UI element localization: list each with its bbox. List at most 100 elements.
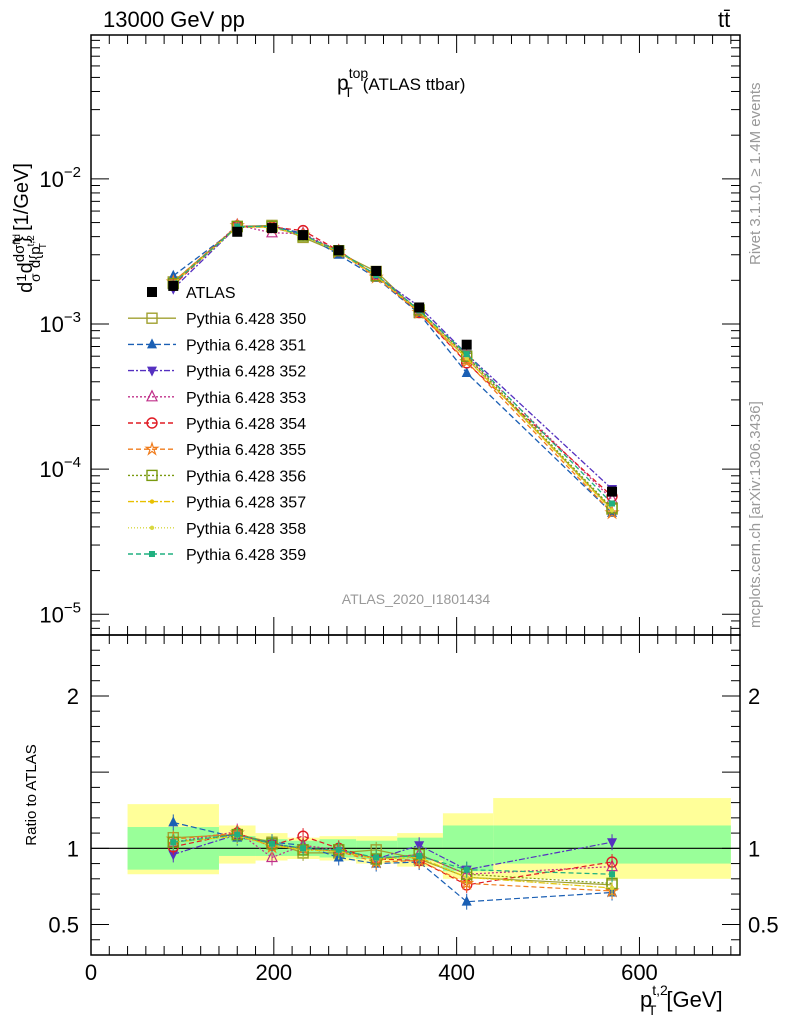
legend-entry: Pythia 6.428 356 bbox=[128, 468, 306, 485]
data-point bbox=[168, 850, 179, 861]
x-tick-label: 0 bbox=[85, 960, 97, 985]
data-point bbox=[463, 866, 470, 873]
legend-label: Pythia 6.428 352 bbox=[186, 364, 306, 381]
legend-marker bbox=[146, 389, 158, 402]
legend-entry: Pythia 6.428 351 bbox=[128, 337, 306, 354]
rivet-version-label: Rivet 3.1.10, ≥ 1.4M events bbox=[747, 83, 764, 266]
y-tick-label: 2 bbox=[67, 684, 79, 709]
y-tick-label: 0.5 bbox=[48, 913, 79, 938]
tick-base: 10 bbox=[39, 312, 63, 337]
legend-label: Pythia 6.428 356 bbox=[186, 468, 306, 485]
y-axis-label: d1σddσfidd{pt,2T} [1/GeV] bbox=[11, 163, 49, 293]
data-point bbox=[414, 302, 425, 313]
data-point bbox=[414, 841, 425, 852]
ratio-series-359 bbox=[170, 826, 616, 883]
legend-entry: Pythia 6.428 359 bbox=[128, 547, 306, 564]
data-point bbox=[298, 230, 309, 241]
main-frame bbox=[90, 34, 741, 636]
main-panel: 10−510−410−310−2 ptop T (ATLAS ttbar) ATLA… bbox=[39, 34, 741, 636]
data-point bbox=[371, 265, 382, 276]
legend-marker bbox=[146, 469, 158, 482]
legend-label: Pythia 6.428 350 bbox=[186, 311, 306, 328]
data-point bbox=[461, 366, 472, 377]
data-point bbox=[373, 854, 380, 861]
legend-entry: Pythia 6.428 350 bbox=[128, 311, 306, 328]
tick-base: 10 bbox=[39, 602, 63, 627]
legend-marker bbox=[149, 525, 155, 530]
ratio-panel: 0.5 0.5 1 1 2 2 0 200 400 600 bbox=[48, 634, 779, 985]
legend-entry: Pythia 6.428 358 bbox=[128, 521, 306, 538]
legend-entry: Pythia 6.428 354 bbox=[128, 416, 306, 433]
legend: ATLAS Pythia 6.428 350 Pythia 6.428 351 Pyt… bbox=[128, 285, 306, 564]
legend-marker bbox=[149, 551, 155, 557]
data-point bbox=[609, 871, 616, 878]
legend-label: Pythia 6.428 357 bbox=[186, 495, 306, 512]
legend-entry: Pythia 6.428 352 bbox=[128, 364, 306, 381]
tick-exponent: −5 bbox=[64, 599, 81, 616]
legend-label: Pythia 6.428 355 bbox=[186, 442, 306, 459]
tick-base: 10 bbox=[39, 167, 63, 192]
x-axis-label: pt,2 T [GeV] bbox=[640, 982, 723, 1018]
x-tick-label: 400 bbox=[438, 960, 475, 985]
data-point bbox=[266, 223, 277, 234]
series-line bbox=[172, 225, 613, 504]
y-tick-label-right: 2 bbox=[748, 684, 760, 709]
data-point bbox=[464, 356, 469, 361]
legend-marker bbox=[147, 338, 157, 349]
y-tick-label: 10−3 bbox=[39, 309, 81, 337]
data-point bbox=[333, 245, 344, 256]
data-point bbox=[461, 895, 472, 906]
series-line bbox=[173, 835, 613, 889]
tick-exponent: −3 bbox=[64, 309, 81, 326]
data-point bbox=[461, 339, 472, 350]
legend-label: Pythia 6.428 359 bbox=[186, 547, 306, 564]
y-tick-label: 10−4 bbox=[39, 454, 81, 482]
data-point bbox=[609, 500, 616, 507]
legend-label: Pythia 6.428 358 bbox=[186, 521, 306, 538]
data-point bbox=[234, 223, 241, 230]
data-point bbox=[459, 353, 475, 369]
legend-marker bbox=[146, 417, 158, 429]
data-point bbox=[268, 840, 275, 847]
mc-series-354 bbox=[167, 220, 618, 503]
data-point bbox=[416, 852, 423, 859]
x-tick-label: 200 bbox=[255, 960, 292, 985]
data-point bbox=[170, 839, 177, 846]
ratio-axis-label: Ratio to ATLAS bbox=[23, 744, 40, 845]
tick-base: 10 bbox=[39, 457, 63, 482]
data-point bbox=[234, 831, 241, 838]
series-line bbox=[173, 833, 613, 875]
data-point bbox=[300, 845, 307, 852]
tick-exponent: −2 bbox=[64, 164, 81, 181]
energy-label: 13000 GeV pp bbox=[103, 7, 245, 32]
y-tick-label: 1 bbox=[67, 836, 79, 861]
legend-marker bbox=[146, 312, 158, 324]
uncertainty-band-inner bbox=[218, 836, 256, 856]
x-tick-label: 600 bbox=[621, 960, 658, 985]
legend-marker bbox=[149, 499, 155, 504]
data-point bbox=[335, 846, 342, 853]
legend-marker bbox=[147, 366, 157, 377]
mc-series-353 bbox=[167, 217, 618, 504]
legend-label: Pythia 6.428 353 bbox=[186, 390, 306, 407]
y-tick-label: 10−5 bbox=[39, 599, 81, 627]
data-point bbox=[232, 226, 243, 237]
data-point bbox=[607, 486, 618, 497]
legend-marker bbox=[147, 287, 157, 297]
legend-entry-atlas: ATLAS bbox=[147, 285, 236, 302]
legend-label: Pythia 6.428 354 bbox=[186, 416, 306, 433]
y-tick-label-right: 1 bbox=[748, 836, 760, 861]
mcplots-label: mcplots.cern.ch [arXiv:1306.3436] bbox=[747, 401, 764, 628]
ratio-frame bbox=[90, 634, 741, 956]
data-point bbox=[266, 850, 278, 863]
tick-exponent: −4 bbox=[64, 454, 81, 471]
data-point bbox=[609, 885, 615, 891]
legend-entry: Pythia 6.428 357 bbox=[128, 495, 306, 512]
legend-entry: Pythia 6.428 355 bbox=[128, 441, 306, 459]
data-point bbox=[168, 280, 179, 291]
data-point bbox=[463, 351, 470, 358]
atlas-data bbox=[168, 223, 618, 497]
data-point bbox=[604, 504, 620, 520]
process-label: tt̄ bbox=[718, 7, 730, 32]
